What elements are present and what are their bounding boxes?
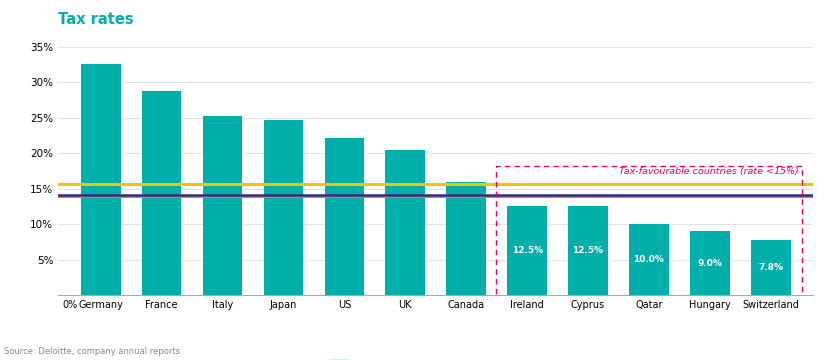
Text: Tax-favourable countries (rate <15%): Tax-favourable countries (rate <15%) (618, 167, 798, 176)
Bar (690, 231, 730, 295)
Bar (81, 64, 120, 295)
Text: Tax rates: Tax rates (58, 12, 134, 27)
Text: 12.5%: 12.5% (511, 246, 543, 255)
Bar (264, 121, 303, 295)
Text: 10.0%: 10.0% (633, 255, 664, 264)
Bar (569, 206, 608, 295)
Bar (447, 181, 486, 295)
Bar (507, 206, 547, 295)
Bar (385, 150, 425, 295)
Bar (751, 240, 790, 295)
Bar (629, 224, 669, 295)
Text: 9.0%: 9.0% (697, 259, 722, 268)
Text: 7.8%: 7.8% (759, 263, 784, 272)
Bar (142, 91, 182, 295)
Legend: Country, Amazon, Facebook, Apple: Country, Amazon, Facebook, Apple (325, 356, 622, 360)
Bar (203, 116, 242, 295)
Text: Source: Deloitte, company annual reports: Source: Deloitte, company annual reports (4, 347, 180, 356)
Bar (325, 138, 364, 295)
Text: 12.5%: 12.5% (573, 246, 603, 255)
